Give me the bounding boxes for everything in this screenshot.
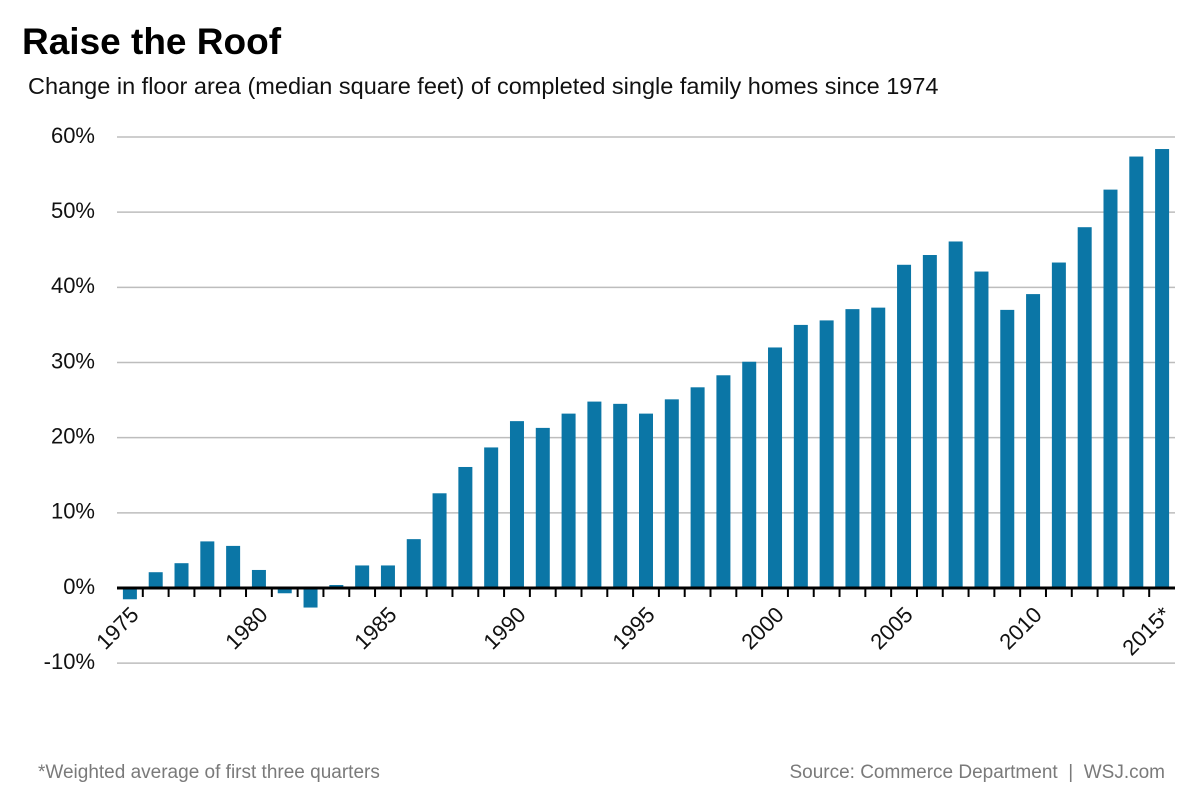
bar	[148, 572, 163, 588]
bar	[329, 584, 344, 588]
x-tick-label: 2010	[994, 602, 1046, 654]
bar	[716, 375, 731, 588]
bar	[974, 271, 989, 588]
bar	[355, 565, 370, 588]
bar	[1155, 149, 1170, 588]
source: Source: Commerce Department | WSJ.com	[789, 762, 1165, 783]
y-tick-label: 0%	[63, 574, 95, 599]
bar	[174, 563, 189, 588]
bar	[122, 588, 137, 600]
bar	[1129, 156, 1144, 588]
x-tick-label: 1995	[607, 602, 659, 654]
bar	[406, 539, 421, 588]
y-tick-label: 50%	[51, 198, 95, 223]
y-tick-label: -10%	[44, 649, 95, 674]
x-tick-label: 1975	[91, 602, 143, 654]
bar	[535, 427, 550, 588]
footnote: *Weighted average of first three quarter…	[38, 762, 380, 783]
bar	[1077, 227, 1092, 588]
bar	[845, 309, 860, 588]
x-tick-label: 2005	[865, 602, 917, 654]
bar	[613, 403, 628, 588]
bar	[690, 387, 705, 588]
bar	[948, 241, 963, 588]
bar	[251, 569, 266, 588]
x-tick-label: 1980	[220, 602, 272, 654]
bar	[742, 361, 757, 588]
y-tick-label: 20%	[51, 423, 95, 448]
bar	[200, 541, 215, 588]
bar	[303, 588, 318, 608]
bar	[380, 565, 395, 588]
y-tick-label: 40%	[51, 273, 95, 298]
x-tick-label: 1985	[349, 602, 401, 654]
x-tick-label: 2015*	[1117, 602, 1176, 661]
bar	[432, 493, 447, 588]
bar	[639, 413, 653, 588]
bar	[664, 399, 679, 588]
chart-subtitle: Change in floor area (median square feet…	[28, 73, 938, 99]
y-tick-label: 30%	[51, 348, 95, 373]
x-tick-label: 2000	[736, 602, 788, 654]
bar	[819, 320, 834, 588]
bar	[793, 324, 808, 588]
chart-title: Raise the Roof	[22, 21, 282, 62]
bar	[1000, 309, 1015, 588]
bar	[458, 466, 473, 588]
bar	[897, 264, 912, 588]
bar	[1026, 294, 1041, 588]
bar	[226, 545, 241, 588]
bar	[1103, 189, 1118, 588]
x-tick-label: 1990	[478, 602, 530, 654]
y-tick-label: 60%	[51, 123, 95, 148]
bar	[922, 255, 937, 589]
bar	[561, 413, 576, 588]
bar	[1051, 262, 1066, 588]
bar	[484, 447, 499, 588]
y-tick-label: 10%	[51, 499, 95, 524]
bar	[871, 307, 886, 588]
bar	[768, 347, 783, 588]
bar	[509, 421, 524, 588]
bar	[587, 401, 602, 588]
bar	[277, 588, 292, 594]
